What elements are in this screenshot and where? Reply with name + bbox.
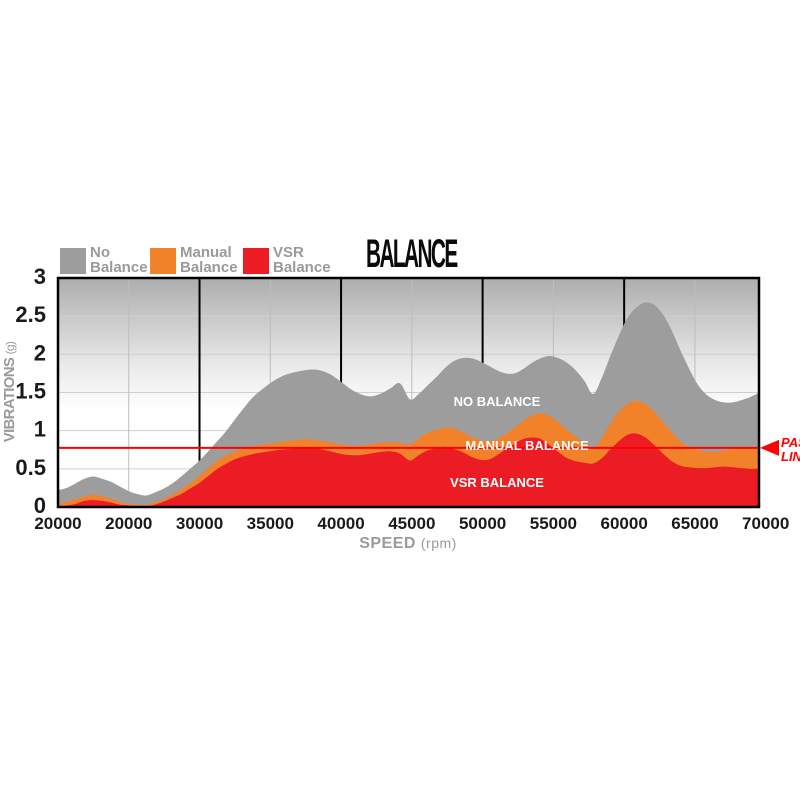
svg-text:VSR BALANCE: VSR BALANCE: [450, 475, 544, 490]
svg-text:40000: 40000: [317, 514, 364, 533]
svg-text:50000: 50000: [459, 514, 506, 533]
svg-text:20000: 20000: [105, 514, 152, 533]
svg-text:2.5: 2.5: [15, 302, 46, 327]
svg-text:60000: 60000: [601, 514, 648, 533]
svg-text:30000: 30000: [176, 514, 223, 533]
svg-text:Balance: Balance: [90, 259, 148, 276]
svg-text:45000: 45000: [388, 514, 435, 533]
svg-text:SPEED (rpm): SPEED (rpm): [359, 535, 457, 552]
svg-text:1.5: 1.5: [15, 379, 46, 404]
svg-text:3: 3: [34, 264, 46, 289]
svg-text:35000: 35000: [247, 514, 294, 533]
svg-text:BALANCE: BALANCE: [366, 231, 457, 276]
svg-text:1: 1: [34, 417, 46, 442]
svg-text:2: 2: [34, 340, 46, 365]
svg-text:0: 0: [34, 493, 46, 518]
svg-text:LINE: LINE: [781, 449, 800, 464]
svg-text:NO BALANCE: NO BALANCE: [454, 394, 541, 409]
svg-text:55000: 55000: [530, 514, 577, 533]
svg-text:MANUAL BALANCE: MANUAL BALANCE: [465, 438, 589, 453]
svg-text:70000: 70000: [742, 514, 789, 533]
svg-text:Balance: Balance: [273, 259, 331, 276]
svg-text:65000: 65000: [671, 514, 718, 533]
svg-text:0.5: 0.5: [15, 455, 46, 480]
svg-text:PASS: PASS: [781, 435, 800, 450]
svg-text:Balance: Balance: [180, 259, 238, 276]
svg-text:VIBRATIONS (g): VIBRATIONS (g): [1, 341, 18, 442]
